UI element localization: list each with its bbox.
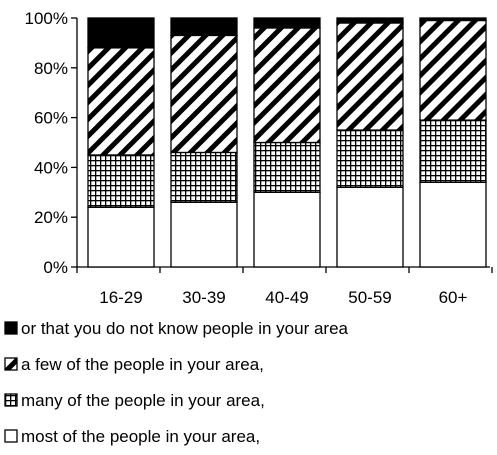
bar-segment	[253, 141, 321, 193]
bar-segment	[87, 206, 155, 268]
y-tick-label: 40%	[34, 158, 68, 177]
y-tick-label: 0%	[43, 258, 68, 277]
legend-swatch	[4, 321, 18, 335]
bar-segment	[170, 17, 238, 37]
legend-swatch	[4, 393, 18, 407]
legend-swatch	[4, 357, 18, 371]
plot-area: 0% 20% 40% 60% 80% 100% 16-29 30-39 40-49 50-59 60…	[25, 9, 493, 307]
bar-segment	[419, 17, 487, 22]
bar-segment	[336, 129, 404, 188]
y-tick-label: 100%	[25, 9, 68, 28]
bar-segment	[170, 201, 238, 268]
bar-segment	[87, 47, 155, 156]
bar-segment	[336, 17, 404, 24]
bar-segment	[253, 17, 321, 29]
legend-label: a few of the people in your area,	[21, 355, 264, 374]
bar-segment	[336, 22, 404, 131]
bar-segment	[419, 181, 487, 268]
y-tick-label: 80%	[34, 59, 68, 78]
bar-segment	[253, 191, 321, 268]
legend-label: many of the people in your area,	[21, 391, 265, 410]
bar-segment	[170, 151, 238, 203]
legend-label: or that you do not know people in your a…	[21, 319, 349, 338]
x-tick-label: 50-59	[348, 288, 391, 307]
legend: or that you do not know people in your a…	[4, 319, 349, 446]
bar-segment	[336, 186, 404, 268]
legend-swatch	[4, 429, 18, 443]
bar-segment	[253, 27, 321, 144]
x-tick-label: 40-49	[265, 288, 308, 307]
x-tick-label: 30-39	[182, 288, 225, 307]
bar-segment	[170, 34, 238, 154]
y-tick-label: 20%	[34, 208, 68, 227]
x-tick-label: 60+	[439, 288, 468, 307]
legend-label: most of the people in your area,	[21, 427, 260, 446]
y-tick-label: 60%	[34, 109, 68, 128]
bar-segment	[419, 19, 487, 121]
x-tick-label: 16-29	[99, 288, 142, 307]
bar-segment	[87, 17, 155, 49]
bar-segment	[419, 119, 487, 183]
bar-segment	[87, 154, 155, 208]
